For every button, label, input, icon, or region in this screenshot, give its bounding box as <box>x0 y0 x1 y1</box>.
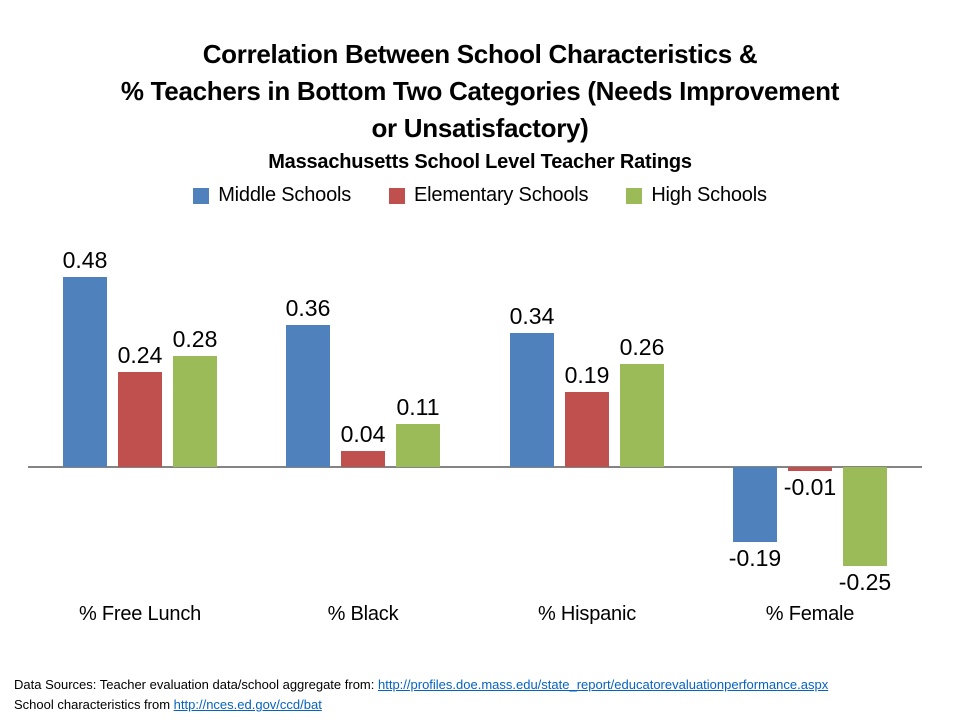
bar-high-schools-hispanic <box>620 364 664 467</box>
data-sources: Data Sources: Teacher evaluation data/sc… <box>14 675 954 715</box>
plot-area: 0.48 0.24 0.28 0.36 0.04 0.11 0.34 0.19 0.26 -0.1… <box>28 232 922 600</box>
legend-item-middle-schools: Middle Schools <box>193 184 351 207</box>
value-label-elementary-schools-hispanic: 0.19 <box>564 362 610 388</box>
category-label-female: % Female <box>765 603 855 625</box>
category-label-free-lunch: % Free Lunch <box>78 603 202 625</box>
value-label-high-schools-female: -0.25 <box>838 569 892 595</box>
legend-label: Middle Schools <box>218 184 352 206</box>
legend-swatch-icon <box>193 187 210 204</box>
value-label-middle-schools-free-lunch: 0.48 <box>62 247 108 273</box>
category-label-black: % Black <box>327 603 399 625</box>
value-label-elementary-schools-female: -0.01 <box>783 474 837 500</box>
bar-elementary-schools-free-lunch <box>118 372 162 467</box>
school-characteristics-link[interactable]: http://nces.ed.gov/ccd/bat <box>173 697 322 712</box>
legend-label: High Schools <box>651 184 767 206</box>
legend: Middle Schools Elementary Schools High Sch… <box>0 184 960 207</box>
data-sources-line-1: Data Sources: Teacher evaluation data/sc… <box>14 675 954 695</box>
data-sources-line2-text: School characteristics from <box>14 697 174 712</box>
legend-swatch-icon <box>389 187 406 204</box>
category-label-hispanic: % Hispanic <box>537 603 637 625</box>
value-label-high-schools-free-lunch: 0.28 <box>172 326 218 352</box>
data-sources-line-2: School characteristics from http://nces.… <box>14 695 954 715</box>
value-label-middle-schools-hispanic: 0.34 <box>509 303 555 329</box>
bar-high-schools-black <box>396 424 440 467</box>
value-label-high-schools-hispanic: 0.26 <box>619 334 665 360</box>
bar-elementary-schools-hispanic <box>565 392 609 467</box>
legend-swatch-icon <box>626 187 643 204</box>
x-axis-line <box>28 466 922 468</box>
bar-high-schools-female <box>843 467 887 566</box>
value-label-elementary-schools-free-lunch: 0.24 <box>117 342 163 368</box>
legend-item-elementary-schools: Elementary Schools <box>389 184 589 207</box>
value-label-high-schools-black: 0.11 <box>396 394 440 420</box>
title-block: Correlation Between School Characteristi… <box>0 36 960 174</box>
legend-label: Elementary Schools <box>414 184 589 206</box>
data-sources-line1-text: Data Sources: Teacher evaluation data/sc… <box>14 677 378 692</box>
bar-middle-schools-hispanic <box>510 333 554 467</box>
page-title: Correlation Between School Characteristi… <box>120 39 840 143</box>
bar-elementary-schools-black <box>341 451 385 467</box>
teacher-evaluation-data-link[interactable]: http://profiles.doe.mass.edu/state_repor… <box>377 677 829 692</box>
bar-middle-schools-free-lunch <box>63 277 107 467</box>
page-subtitle: Massachusetts School Level Teacher Ratin… <box>268 151 692 173</box>
bar-middle-schools-black <box>286 325 330 467</box>
legend-item-high-schools: High Schools <box>626 184 767 207</box>
bar-middle-schools-female <box>733 467 777 542</box>
value-label-middle-schools-black: 0.36 <box>285 295 331 321</box>
value-label-middle-schools-female: -0.19 <box>728 545 782 571</box>
bar-high-schools-free-lunch <box>173 356 217 467</box>
value-label-elementary-schools-black: 0.04 <box>340 421 386 447</box>
bar-elementary-schools-female <box>788 467 832 471</box>
x-axis-labels: % Free Lunch % Black % Hispanic % Female <box>28 603 922 631</box>
